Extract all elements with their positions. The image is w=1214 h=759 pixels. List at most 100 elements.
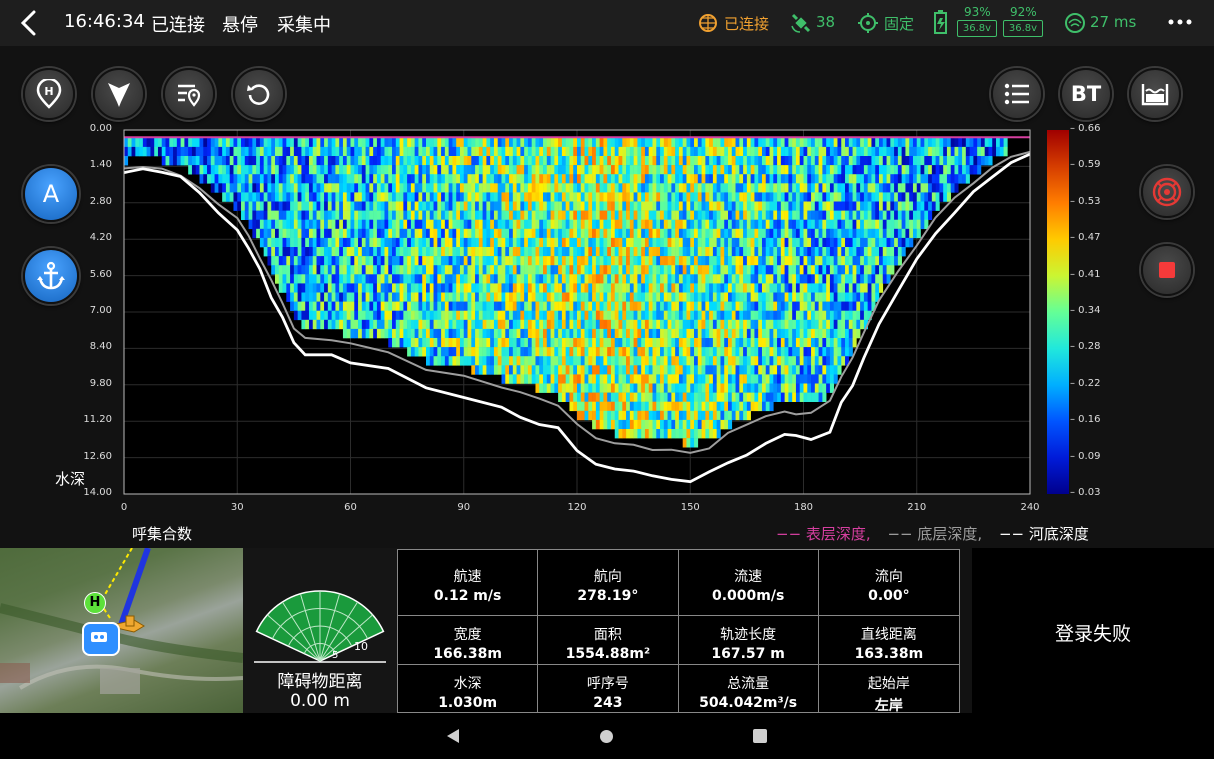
heatmap-cell bbox=[399, 219, 404, 230]
boat-button[interactable] bbox=[93, 68, 145, 120]
heatmap-cell bbox=[259, 192, 264, 202]
heatmap-cell bbox=[331, 319, 336, 330]
heatmap-cell bbox=[554, 265, 559, 275]
heatmap-cell bbox=[780, 219, 785, 230]
heatmap-cell bbox=[977, 165, 982, 175]
heatmap-cell bbox=[335, 137, 340, 148]
heatmap-cell bbox=[308, 292, 314, 302]
stat-label: 水深 bbox=[453, 676, 482, 692]
heatmap-cell bbox=[478, 228, 483, 239]
bt-button[interactable]: BT bbox=[1060, 68, 1112, 120]
heatmap-cell bbox=[712, 392, 717, 402]
heatmap-cell bbox=[565, 201, 570, 211]
heatmap-cell bbox=[644, 201, 650, 211]
heatmap-cell bbox=[293, 265, 298, 275]
heatmap-cell bbox=[452, 310, 457, 321]
heatmap-cell bbox=[444, 274, 449, 284]
heatmap-cell bbox=[569, 165, 574, 175]
heatmap-cell bbox=[316, 219, 321, 230]
heatmap-cell bbox=[811, 383, 816, 393]
heatmap-cell bbox=[403, 174, 408, 184]
stop-button[interactable] bbox=[1141, 244, 1193, 296]
heatmap-cell bbox=[618, 347, 623, 357]
heatmap-cell bbox=[607, 210, 612, 220]
refresh-button[interactable] bbox=[233, 68, 285, 120]
heatmap-cell bbox=[131, 146, 136, 157]
heatmap-cell bbox=[803, 165, 808, 175]
heatmap-cell bbox=[761, 174, 767, 184]
heatmap-cell bbox=[546, 247, 551, 257]
home-button[interactable]: H bbox=[23, 68, 75, 120]
heatmap-cell bbox=[475, 347, 480, 357]
auto-mode-button[interactable]: A bbox=[23, 166, 79, 222]
heatmap-cell bbox=[410, 183, 415, 193]
heatmap-cell bbox=[709, 301, 714, 311]
heatmap-cell bbox=[931, 165, 936, 175]
back-icon[interactable] bbox=[18, 10, 40, 36]
heatmap-cell bbox=[546, 265, 551, 275]
heatmap-cell bbox=[308, 156, 314, 166]
heatmap-cell bbox=[845, 283, 850, 293]
heatmap-cell bbox=[275, 228, 280, 239]
heatmap-cell bbox=[856, 165, 861, 175]
heatmap-cell bbox=[486, 219, 491, 230]
heatmap-cell bbox=[829, 328, 834, 339]
heatmap-cell bbox=[550, 292, 555, 302]
heatmap-cell bbox=[841, 274, 846, 284]
heatmap-cell bbox=[524, 274, 529, 284]
heatmap-cell bbox=[346, 283, 351, 293]
anchor-button[interactable] bbox=[23, 248, 79, 304]
heatmap-cell bbox=[350, 247, 355, 257]
heatmap-cell bbox=[663, 201, 668, 211]
more-icon[interactable] bbox=[1168, 18, 1192, 26]
heatmap-cell bbox=[516, 201, 521, 211]
heatmap-cell bbox=[652, 247, 657, 257]
heatmap-cell bbox=[512, 146, 517, 157]
heatmap-cell bbox=[395, 310, 400, 321]
heatmap-cell bbox=[792, 383, 797, 393]
heatmap-cell bbox=[765, 310, 770, 321]
heatmap-cell bbox=[588, 174, 593, 184]
heatmap-cell bbox=[841, 146, 846, 157]
list-button[interactable] bbox=[991, 68, 1043, 120]
heatmap-cell bbox=[663, 383, 668, 393]
heatmap-cell bbox=[928, 137, 933, 148]
heatmap-cell bbox=[331, 265, 336, 275]
heatmap-cell bbox=[516, 165, 521, 175]
route-list-button[interactable] bbox=[163, 68, 215, 120]
heatmap-cell bbox=[682, 183, 687, 193]
heatmap-cell bbox=[641, 419, 646, 430]
heatmap-cell bbox=[463, 210, 468, 220]
heatmap-cell bbox=[694, 383, 699, 393]
heatmap-cell bbox=[731, 374, 736, 384]
heatmap-cell bbox=[980, 137, 985, 148]
target-button[interactable] bbox=[1141, 166, 1193, 218]
heatmap-cell bbox=[614, 365, 619, 375]
heatmap-cell bbox=[580, 292, 585, 302]
heatmap-cell bbox=[739, 237, 744, 248]
heatmap-cell bbox=[743, 283, 748, 293]
heatmap-cell bbox=[826, 228, 831, 239]
heatmap-cell bbox=[773, 392, 778, 402]
water-level-button[interactable] bbox=[1129, 68, 1181, 120]
heatmap-cell bbox=[701, 392, 706, 402]
heatmap-cell bbox=[327, 319, 332, 330]
heatmap-cell bbox=[509, 165, 514, 175]
heatmap-cell bbox=[546, 201, 551, 211]
heatmap-cell bbox=[705, 265, 710, 275]
heatmap-cell bbox=[795, 174, 801, 184]
heatmap-cell bbox=[822, 292, 827, 302]
heatmap-cell bbox=[678, 265, 683, 275]
heatmap-cell bbox=[509, 146, 514, 157]
heatmap-cell bbox=[863, 292, 868, 302]
heatmap-cell bbox=[316, 201, 321, 211]
heatmap-cell bbox=[852, 338, 857, 348]
heatmap-cell bbox=[660, 219, 665, 230]
heatmap-cell bbox=[660, 274, 665, 284]
heatmap-cell bbox=[456, 183, 461, 193]
heatmap-cell bbox=[814, 319, 819, 330]
heatmap-cell bbox=[437, 283, 442, 293]
mini-map[interactable]: H bbox=[0, 548, 243, 713]
heatmap-cell bbox=[210, 156, 215, 166]
heatmap-cell bbox=[863, 237, 868, 248]
